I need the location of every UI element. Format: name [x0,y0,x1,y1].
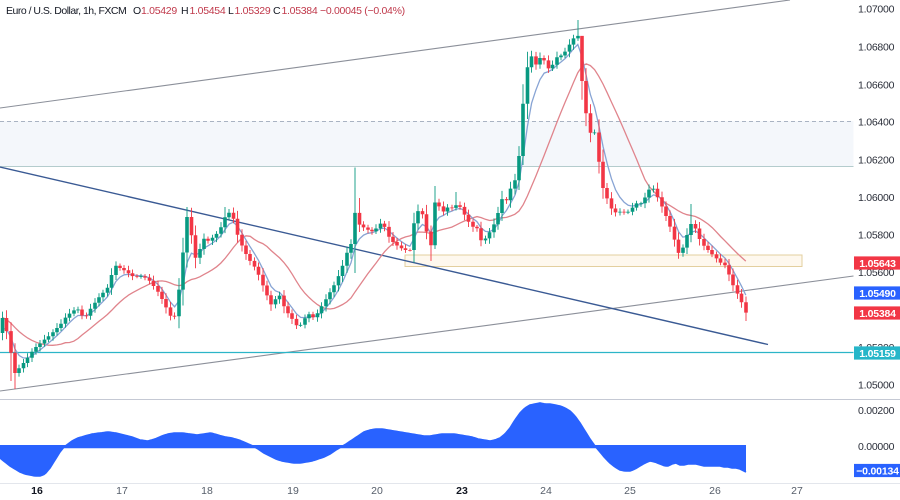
svg-text:19: 19 [287,485,299,497]
svg-text:27: 27 [791,485,803,497]
svg-text:20: 20 [371,485,383,497]
svg-text:24: 24 [540,485,552,497]
svg-text:1.06000: 1.06000 [858,192,895,204]
svg-text:1.06600: 1.06600 [858,80,895,92]
svg-text:25: 25 [624,485,636,497]
svg-text:1.06400: 1.06400 [858,117,895,129]
svg-text:0.00000: 0.00000 [858,441,895,453]
svg-text:1.06800: 1.06800 [858,42,895,54]
svg-text:23: 23 [456,485,468,497]
svg-text:0.00200: 0.00200 [858,405,895,417]
svg-text:−0.00134: −0.00134 [856,465,899,477]
svg-text:26: 26 [709,485,721,497]
svg-text:1.05490: 1.05490 [859,288,896,300]
svg-text:1.06200: 1.06200 [858,155,895,167]
svg-text:1.05159: 1.05159 [859,348,896,360]
svg-text:1.05643: 1.05643 [859,258,896,270]
svg-text:18: 18 [201,485,213,497]
svg-text:1.05000: 1.05000 [858,380,895,392]
svg-text:17: 17 [116,485,128,497]
svg-text:1.05600: 1.05600 [858,267,895,279]
svg-text:1.05800: 1.05800 [858,230,895,242]
svg-text:1.05384: 1.05384 [859,308,896,320]
svg-text:1.07000: 1.07000 [858,4,895,16]
svg-text:16: 16 [31,485,43,497]
